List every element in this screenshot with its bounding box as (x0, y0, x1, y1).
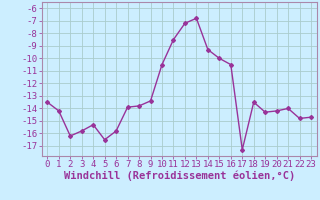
X-axis label: Windchill (Refroidissement éolien,°C): Windchill (Refroidissement éolien,°C) (64, 171, 295, 181)
